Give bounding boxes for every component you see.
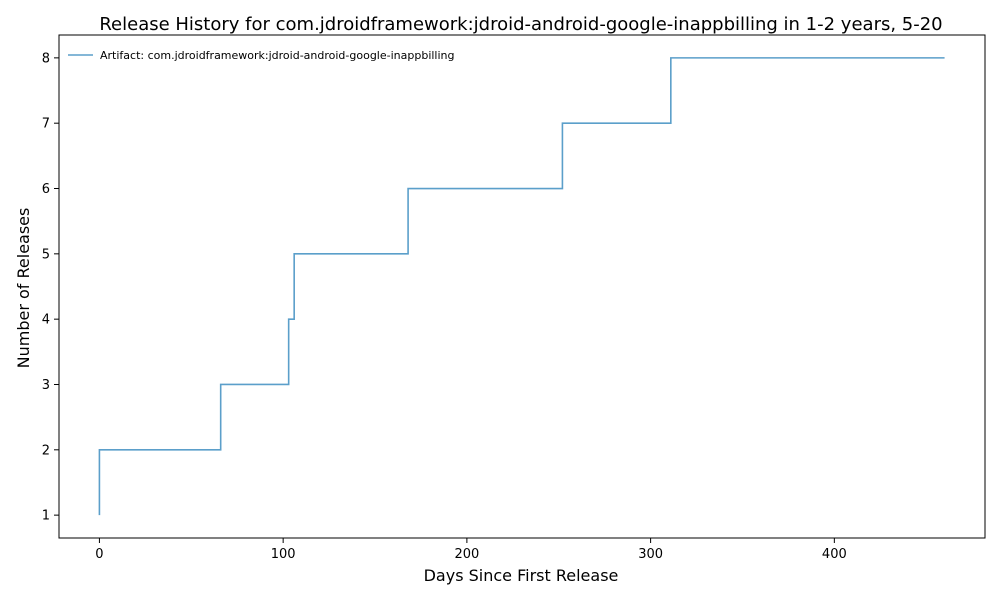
- x-tick-label: 300: [638, 547, 663, 562]
- legend: Artifact: com.jdroidframework:jdroid-and…: [68, 49, 455, 62]
- y-axis-label: Number of Releases: [14, 208, 33, 369]
- y-tick-label: 1: [42, 509, 50, 524]
- chart-title: Release History for com.jdroidframework:…: [99, 14, 942, 35]
- y-tick-label: 5: [42, 247, 50, 262]
- legend-label: Artifact: com.jdroidframework:jdroid-and…: [100, 49, 455, 62]
- y-tick-label: 3: [42, 378, 50, 393]
- y-tick-label: 2: [42, 443, 50, 458]
- y-tick-label: 4: [42, 313, 50, 328]
- y-tick-label: 6: [42, 182, 50, 197]
- x-tick-label: 0: [95, 547, 103, 562]
- x-tick-label: 100: [271, 547, 296, 562]
- series-line: [98, 57, 945, 516]
- plot-frame: [58, 34, 986, 539]
- x-tick-label: 200: [454, 547, 479, 562]
- y-axis-ticks: 1 2 3 4 5 6 7 8: [42, 51, 59, 524]
- y-tick-label: 7: [42, 117, 50, 132]
- x-tick-label: 400: [822, 547, 847, 562]
- x-axis-ticks: 0 100 200 300 400: [95, 538, 847, 562]
- y-tick-label: 8: [42, 51, 50, 66]
- x-axis-label: Days Since First Release: [424, 566, 619, 585]
- series-group: [98, 57, 945, 516]
